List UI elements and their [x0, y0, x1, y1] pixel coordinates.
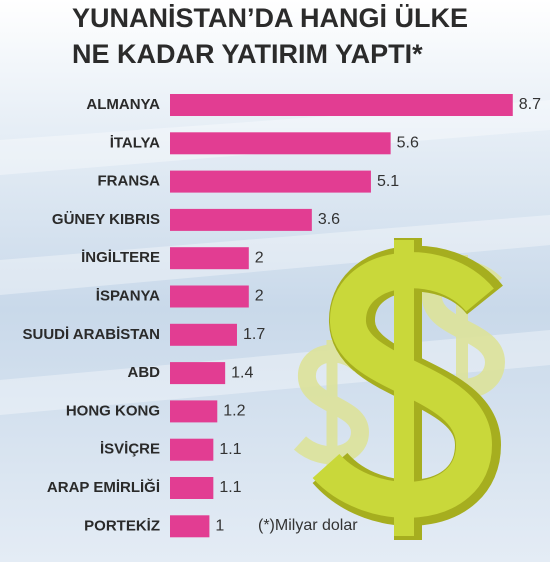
value-label: 2: [255, 249, 264, 266]
category-label: ABD: [128, 364, 161, 381]
value-label: 8.7: [519, 96, 541, 113]
value-label: 1.2: [223, 403, 245, 420]
category-label: ARAP EMİRLİĞİ: [47, 478, 160, 496]
chart-title: YUNANİSTAN’DA HANGİ ÜLKE: [72, 3, 468, 33]
bar: [170, 132, 391, 155]
category-label: İSVİÇRE: [100, 441, 160, 458]
bar: [170, 477, 214, 499]
value-label: 5.1: [377, 173, 399, 190]
category-label: ALMANYA: [86, 96, 160, 113]
category-label: FRANSA: [98, 173, 161, 190]
dollar-icons: [293, 238, 506, 540]
value-label: 1.4: [231, 364, 253, 381]
note: (*)Milyar dolar: [258, 517, 358, 534]
chart-title: NE KADAR YATIRIM YAPTI*: [72, 39, 423, 69]
category-label: PORTEKİZ: [84, 517, 160, 534]
bar: [170, 515, 210, 538]
value-label: 3.6: [318, 211, 340, 228]
category-label: İSPANYA: [96, 287, 160, 304]
value-label: 1.1: [219, 479, 241, 496]
bar: [170, 94, 513, 116]
category-label: İTALYA: [110, 134, 160, 151]
bar: [170, 438, 214, 461]
bar: [170, 362, 226, 385]
value-label: 1.1: [219, 441, 241, 458]
bar: [170, 323, 237, 346]
category-label: SUUDİ ARABİSTAN: [23, 326, 161, 343]
value-label: 2: [255, 288, 264, 305]
value-label: 1: [215, 518, 224, 535]
category-label: HONG KONG: [66, 402, 160, 419]
bar: [170, 170, 371, 193]
value-label: 5.6: [397, 135, 419, 152]
category-label: GÜNEY KIBRIS: [52, 211, 160, 228]
bar: [170, 400, 218, 423]
category-label: İNGİLTERE: [81, 249, 160, 266]
bar: [170, 285, 249, 308]
value-label: 1.7: [243, 326, 265, 343]
bar: [170, 208, 312, 231]
bar: [170, 247, 249, 270]
